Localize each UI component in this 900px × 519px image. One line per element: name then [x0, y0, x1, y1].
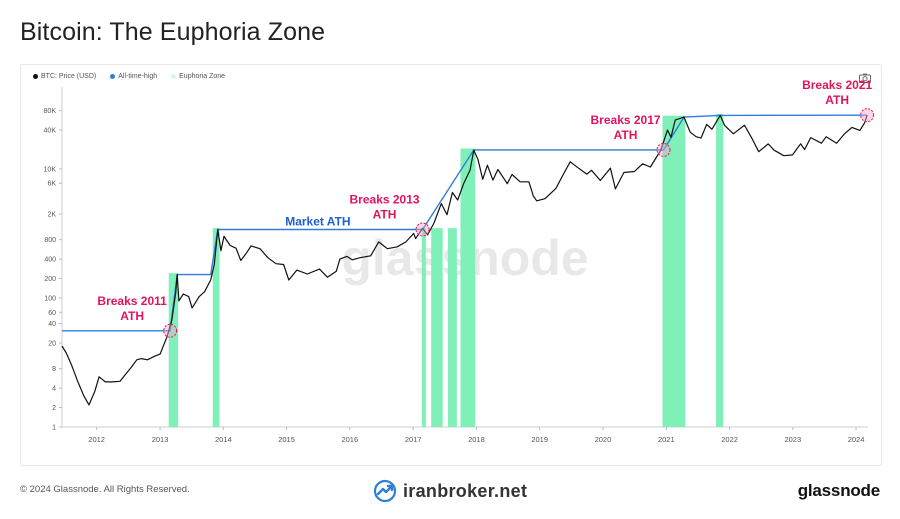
footer-site-label: iranbroker.net: [403, 480, 528, 501]
legend-dot-ath: [110, 74, 116, 79]
footer-copyright: © 2024 Glassnode. All Rights Reserved.: [20, 484, 190, 495]
legend-label-ath: All-time-high: [118, 73, 158, 80]
ath-break-marker-4: [860, 108, 875, 123]
annotation-sublabel-4: ATH: [825, 93, 849, 107]
ath-break-marker-3: [656, 142, 671, 157]
x-tick-label: 2022: [721, 435, 738, 444]
y-tick-label: 20: [48, 341, 56, 348]
y-tick-label: 40: [48, 321, 56, 328]
chart-card: BTC: Price (USD) All-time-high Euphoria …: [20, 64, 882, 466]
trend-logo-icon: [373, 479, 397, 503]
ath-break-marker-2: [415, 222, 430, 237]
annotation-label-4: Breaks 2021: [802, 78, 872, 92]
x-tick-label: 2021: [658, 435, 675, 444]
y-tick-label: 80K: [44, 108, 57, 115]
euphoria-zone-6: [662, 115, 686, 428]
ath-break-marker-0: [163, 323, 178, 338]
x-tick-label: 2019: [531, 435, 548, 444]
legend-item-euphoria[interactable]: Euphoria Zone: [171, 73, 225, 80]
y-tick-label: 100: [44, 295, 56, 302]
y-tick-label: 10K: [44, 166, 57, 173]
y-tick-label: 2: [52, 405, 56, 412]
y-tick-label: 2K: [47, 211, 56, 218]
y-tick-label: 800: [44, 237, 56, 244]
euphoria-zone-4: [447, 228, 457, 427]
legend-label-price: BTC: Price (USD): [41, 73, 97, 80]
page-title: Bitcoin: The Euphoria Zone: [20, 18, 326, 46]
footer-site[interactable]: iranbroker.net: [373, 479, 527, 503]
y-tick-label: 400: [44, 257, 56, 264]
annotation-label-2: Breaks 2013: [350, 193, 420, 207]
y-tick-label: 200: [44, 276, 56, 283]
legend-label-euphoria: Euphoria Zone: [179, 73, 226, 80]
camera-icon[interactable]: [859, 73, 871, 83]
euphoria-zone-1: [212, 228, 220, 427]
legend-dot-euphoria: [171, 74, 177, 79]
euphoria-zone-0: [168, 273, 179, 427]
annotation-sublabel-3: ATH: [614, 128, 638, 142]
annotation-sublabel-0: ATH: [120, 309, 144, 323]
chart-legend: BTC: Price (USD) All-time-high Euphoria …: [33, 73, 225, 80]
x-tick-label: 2014: [215, 435, 232, 444]
annotation-label-3: Breaks 2017: [591, 113, 661, 127]
y-tick-label: 6K: [47, 181, 56, 188]
market-ath-label: Market ATH: [285, 215, 350, 229]
x-tick-label: 2024: [848, 435, 865, 444]
x-tick-label: 2020: [595, 435, 612, 444]
y-tick-label: 8: [52, 366, 56, 373]
legend-dot-price: [33, 74, 38, 79]
price-line: [61, 114, 868, 406]
x-tick-label: 2016: [341, 435, 358, 444]
y-tick-label: 1: [52, 425, 56, 432]
chart-plot: glassnode12482040601002004008002K6K10K40…: [44, 78, 875, 444]
euphoria-zone-7: [716, 114, 724, 428]
x-tick-label: 2023: [784, 435, 801, 444]
y-tick-label: 4: [52, 386, 56, 393]
x-tick-label: 2015: [278, 435, 295, 444]
x-tick-label: 2018: [468, 435, 485, 444]
legend-item-price[interactable]: BTC: Price (USD): [33, 73, 96, 80]
annotation-label-0: Breaks 2011: [97, 294, 167, 308]
ath-line: [62, 114, 868, 332]
y-tick-label: 60: [48, 310, 56, 317]
y-tick-label: 40K: [44, 128, 57, 135]
legend-item-ath[interactable]: All-time-high: [110, 73, 157, 80]
x-tick-label: 2012: [88, 435, 105, 444]
euphoria-zone-3: [431, 228, 443, 427]
x-tick-label: 2017: [405, 435, 422, 444]
x-tick-label: 2013: [152, 435, 169, 444]
footer-brand: glassnode: [797, 481, 880, 500]
euphoria-zone-5: [460, 148, 476, 427]
euphoria-zone-2: [421, 228, 426, 427]
annotation-sublabel-2: ATH: [373, 208, 397, 222]
